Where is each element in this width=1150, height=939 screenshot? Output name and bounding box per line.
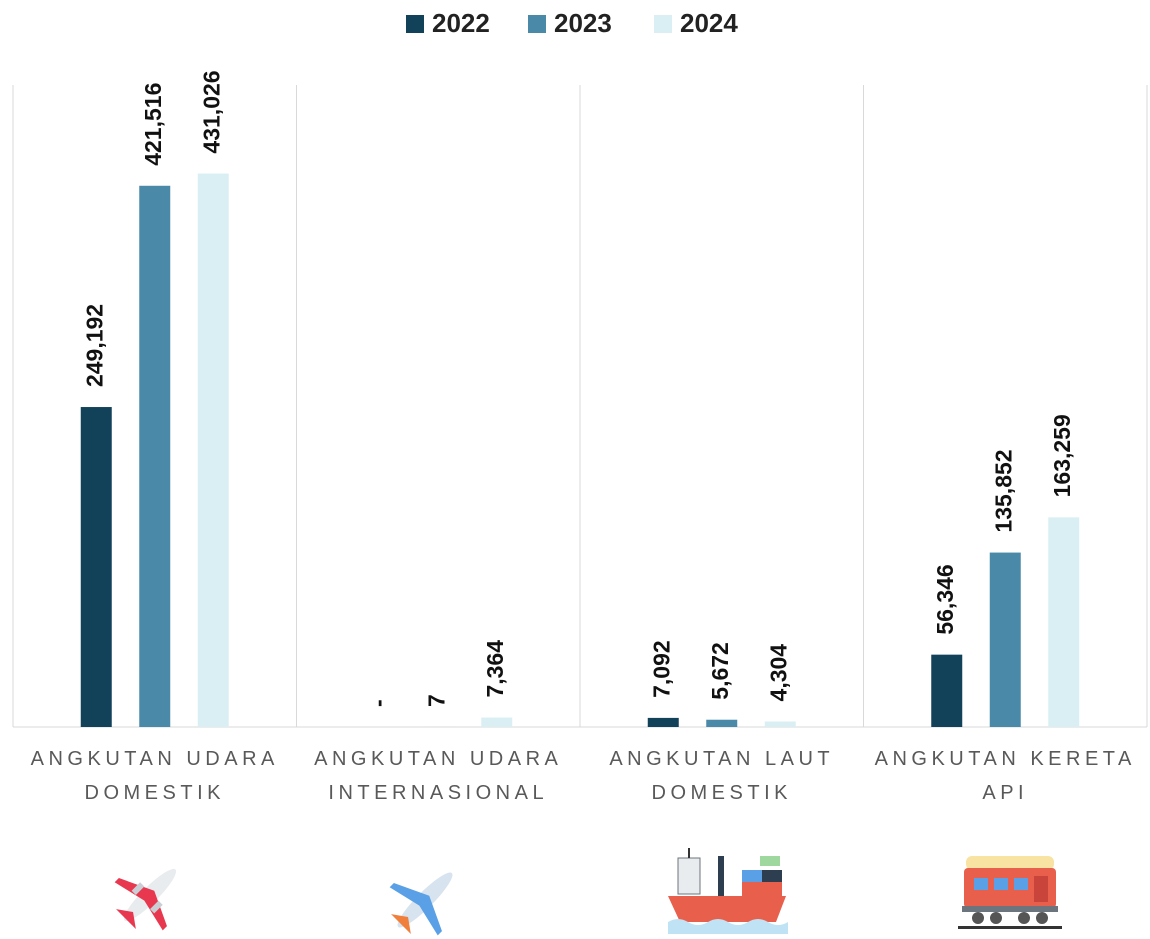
data-label: 135,852 xyxy=(990,449,1016,532)
bar xyxy=(706,719,738,727)
bar xyxy=(647,717,679,727)
data-label: 7 xyxy=(423,694,449,707)
data-label: - xyxy=(365,699,391,707)
legend-swatch xyxy=(528,15,546,33)
data-label: 163,259 xyxy=(1049,414,1075,497)
x-tick-label: ANGKUTAN KERETA API xyxy=(874,748,1136,804)
data-label: 56,346 xyxy=(932,564,958,634)
bar xyxy=(1048,517,1080,727)
x-tick-label: ANGKUTAN UDARA INTERNASIONAL xyxy=(314,748,563,804)
icon-plane-international xyxy=(389,872,453,936)
x-tick-label: ANGKUTAN LAUT DOMESTIK xyxy=(609,748,835,804)
data-label: 431,026 xyxy=(198,70,224,153)
bar xyxy=(139,185,171,728)
icon-ship xyxy=(668,848,788,934)
data-label: 7,092 xyxy=(648,640,674,698)
legend-label: 2022 xyxy=(432,8,490,38)
data-label: 7,364 xyxy=(482,640,508,698)
bar xyxy=(481,717,513,727)
data-label: 249,192 xyxy=(81,304,107,387)
legend-label: 2023 xyxy=(554,8,612,38)
data-label: 4,304 xyxy=(765,644,791,702)
icon-plane-domestic xyxy=(114,868,177,931)
legend-swatch xyxy=(654,15,672,33)
bar xyxy=(197,173,229,727)
icon-train xyxy=(958,856,1062,929)
bar xyxy=(931,654,963,727)
data-label: 5,672 xyxy=(707,642,733,700)
bar xyxy=(80,407,112,727)
legend-swatch xyxy=(406,15,424,33)
x-tick-label: ANGKUTAN UDARA DOMESTIK xyxy=(30,748,279,804)
data-label: 421,516 xyxy=(140,83,166,166)
bar xyxy=(989,552,1021,727)
bar xyxy=(764,721,796,727)
legend-label: 2024 xyxy=(680,8,738,38)
